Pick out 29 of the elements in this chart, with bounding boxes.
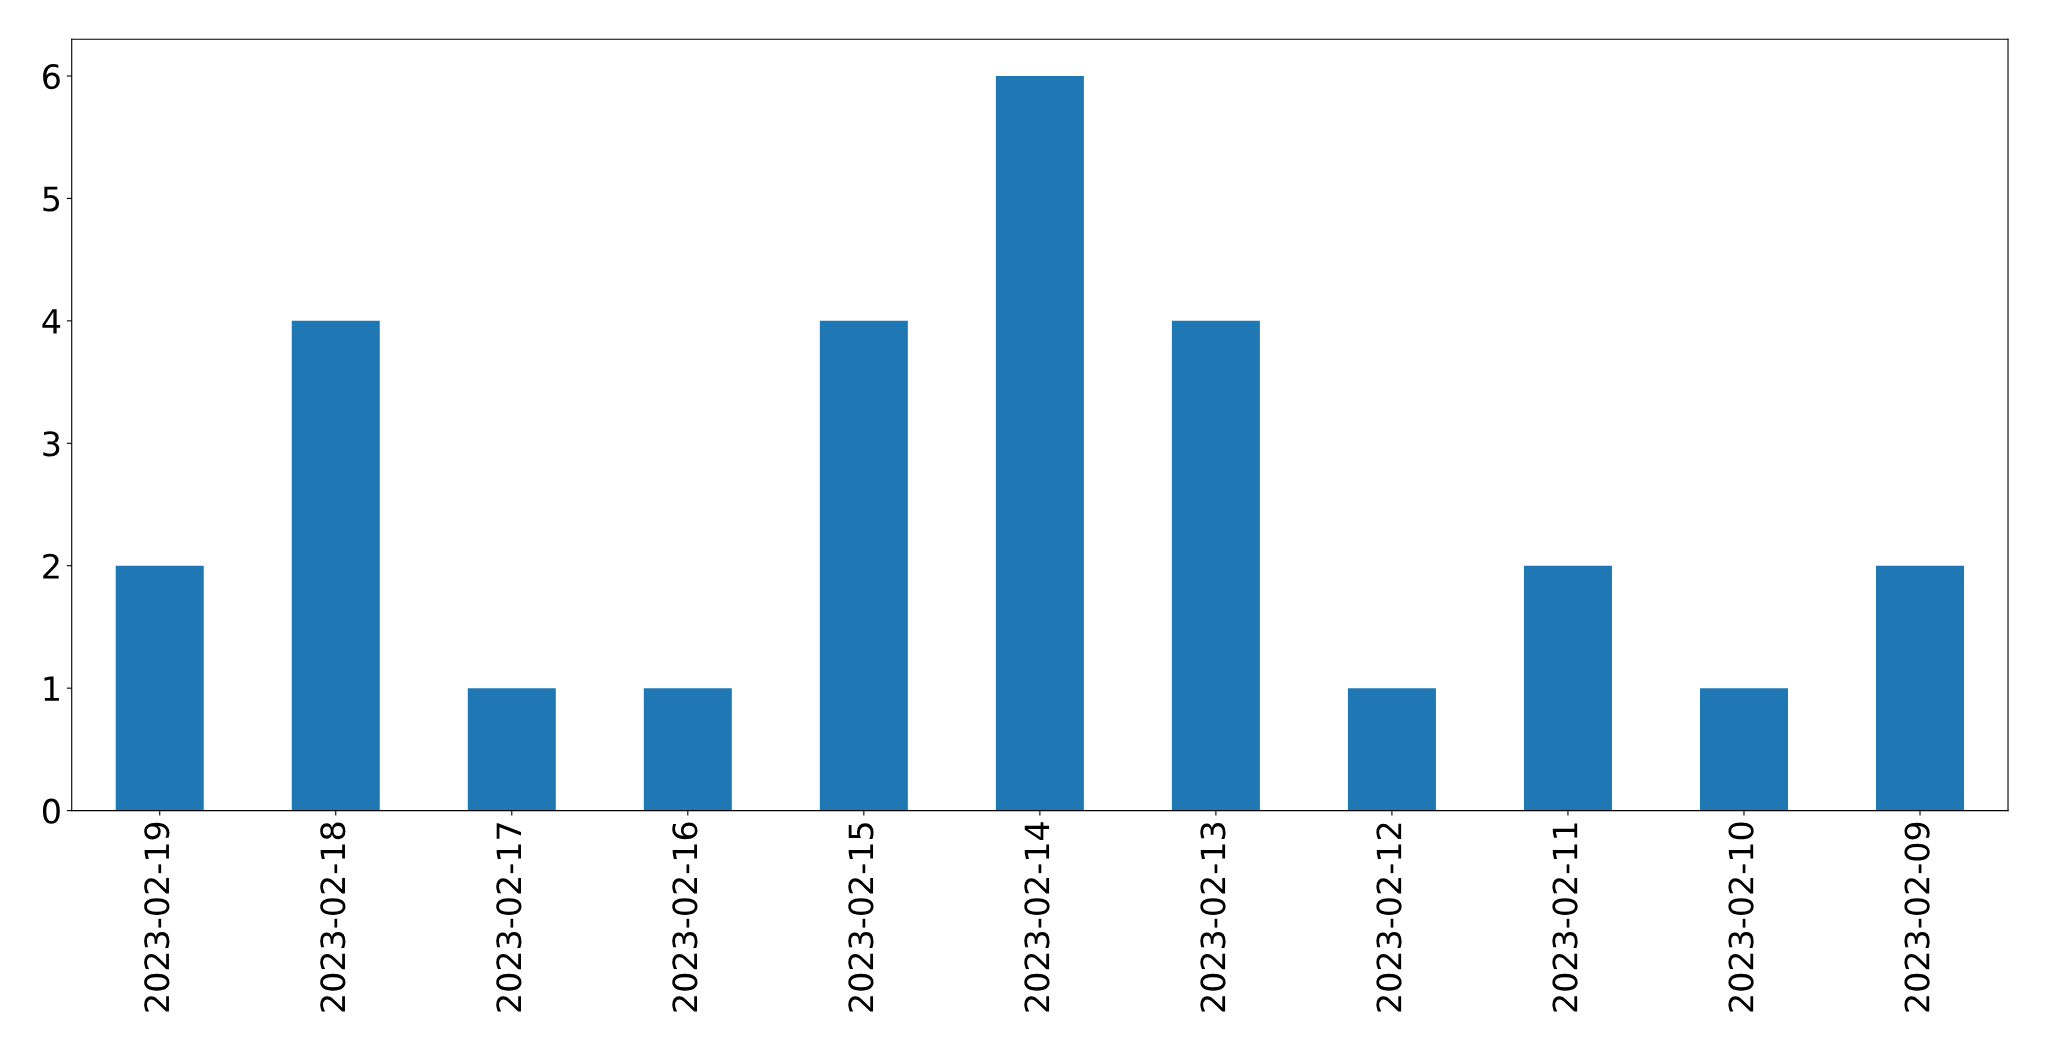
x-tick-label: 2023-02-12 bbox=[1376, 823, 1402, 1012]
y-tick-label: 3 bbox=[43, 431, 60, 457]
y-tick-label: 1 bbox=[44, 676, 59, 701]
x-tick-label: 2023-02-13 bbox=[1200, 823, 1226, 1012]
bar bbox=[1876, 565, 1965, 811]
y-tick-label: 4 bbox=[42, 309, 61, 334]
bar bbox=[1523, 565, 1612, 811]
y-tick-label: 0 bbox=[42, 798, 60, 824]
x-tick-label: 2023-02-10 bbox=[1728, 822, 1754, 1012]
x-tick-label: 2023-02-09 bbox=[1904, 822, 1930, 1012]
x-tick-label: 2023-02-15 bbox=[848, 823, 874, 1012]
x-tick-label: 2023-02-16 bbox=[672, 822, 698, 1012]
bar bbox=[467, 688, 556, 811]
x-tick-label: 2023-02-14 bbox=[1024, 822, 1050, 1012]
bar bbox=[291, 320, 380, 811]
bar bbox=[819, 320, 908, 811]
y-tick-label: 5 bbox=[43, 186, 60, 212]
bar bbox=[995, 75, 1084, 811]
bar bbox=[1171, 320, 1260, 811]
bar bbox=[643, 688, 732, 811]
bar bbox=[1347, 688, 1436, 811]
bar bbox=[1699, 688, 1788, 811]
bar bbox=[115, 565, 204, 811]
y-tick-label: 2 bbox=[43, 553, 59, 579]
x-tick-label: 2023-02-18 bbox=[320, 822, 346, 1012]
x-tick-label: 2023-02-17 bbox=[496, 823, 522, 1012]
x-tick-label: 2023-02-11 bbox=[1552, 823, 1578, 1012]
x-tick-label: 2023-02-19 bbox=[144, 822, 170, 1012]
y-tick-label: 6 bbox=[43, 63, 60, 90]
